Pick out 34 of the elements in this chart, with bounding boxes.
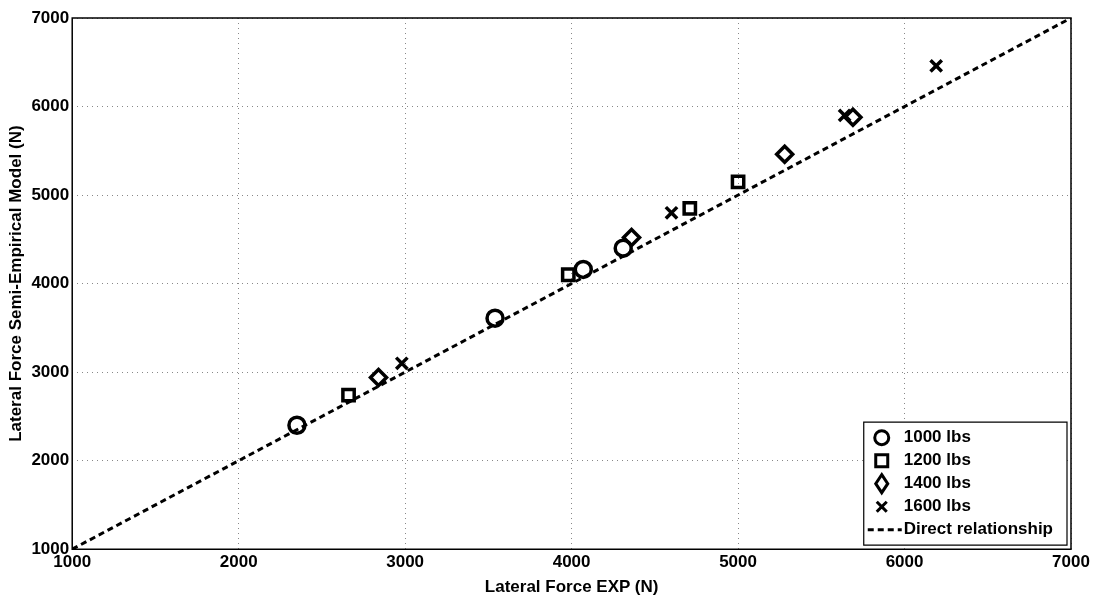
x-axis-title: Lateral Force EXP (N)	[484, 577, 659, 597]
x-tick-label: 3000	[386, 552, 425, 572]
x-tick-label: 2000	[219, 552, 258, 572]
point	[341, 387, 356, 403]
point	[394, 355, 410, 371]
legend-label: 1600 lbs	[903, 496, 971, 516]
point	[843, 107, 863, 127]
point	[613, 238, 633, 258]
legend-label: 1200 lbs	[903, 450, 971, 470]
point	[368, 367, 389, 388]
y-axis-title: Lateral Force Semi-Empirical Model (N)	[5, 125, 25, 442]
point	[485, 308, 505, 328]
x-tick-label: 5000	[719, 552, 757, 572]
y-tick-label: 2000	[31, 450, 70, 470]
x-tick-label: 6000	[885, 552, 924, 572]
point	[573, 259, 594, 280]
point	[560, 267, 576, 283]
x-tick-label: 7000	[1052, 552, 1090, 572]
y-tick-label: 7000	[31, 7, 70, 27]
legend-label: Direct relationship	[903, 519, 1054, 539]
y-tick-label: 6000	[31, 96, 70, 116]
legend-label: 1400 lbs	[903, 473, 971, 493]
point	[287, 415, 307, 435]
y-tick-label: 5000	[31, 184, 70, 204]
y-tick-label: 3000	[31, 361, 70, 381]
point	[774, 144, 795, 165]
point	[682, 200, 698, 216]
y-tick-label: 4000	[31, 273, 70, 293]
legend-label: 1000 lbs	[903, 427, 971, 447]
point	[621, 227, 642, 248]
point	[730, 174, 746, 190]
x-tick-label: 4000	[552, 552, 591, 572]
point	[928, 58, 944, 74]
point	[664, 205, 679, 221]
